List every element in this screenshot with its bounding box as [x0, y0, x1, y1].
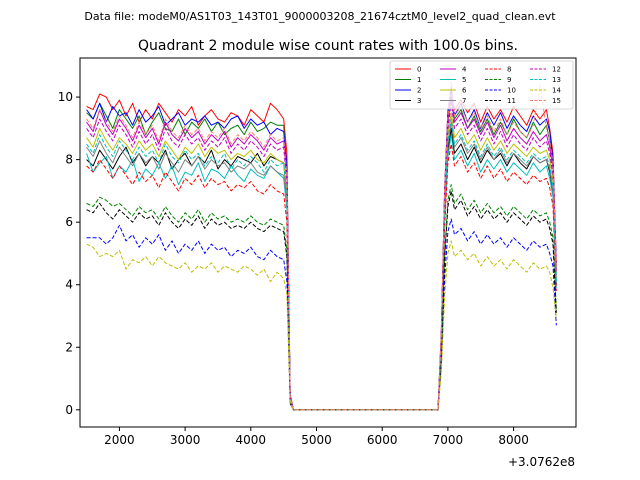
x-tick-label: 8000 — [498, 433, 529, 447]
x-tick-label: 5000 — [301, 433, 332, 447]
series-line-14 — [86, 240, 557, 411]
legend-label-0: 0 — [417, 66, 421, 74]
x-tick-label: 4000 — [236, 433, 267, 447]
x-tick-label: 7000 — [433, 433, 464, 447]
x-tick-label: 6000 — [367, 433, 398, 447]
plot-lines — [86, 81, 557, 411]
legend-label-15: 15 — [552, 97, 561, 105]
legend-label-13: 13 — [552, 76, 561, 84]
x-tick-label: 2000 — [104, 433, 135, 447]
series-line-15 — [86, 81, 557, 411]
legend-label-12: 12 — [552, 66, 561, 74]
series-line-9 — [86, 184, 557, 411]
legend-label-1: 1 — [417, 76, 421, 84]
legend-label-9: 9 — [507, 76, 511, 84]
y-tick-label: 8 — [65, 153, 73, 167]
y-tick-label: 10 — [58, 90, 73, 104]
series-line-12 — [86, 102, 557, 411]
legend-label-11: 11 — [507, 97, 516, 105]
series-line-13 — [86, 118, 557, 411]
y-tick-label: 4 — [65, 278, 73, 292]
y-tick-label: 0 — [65, 403, 73, 417]
legend-label-6: 6 — [462, 87, 467, 95]
legend-label-7: 7 — [462, 97, 466, 105]
y-tick-label: 6 — [65, 215, 73, 229]
legend-label-4: 4 — [462, 66, 467, 74]
chart-title: Quadrant 2 module wise count rates with … — [138, 38, 518, 54]
legend-label-5: 5 — [462, 76, 466, 84]
legend-label-10: 10 — [507, 87, 516, 95]
legend-label-14: 14 — [552, 87, 561, 95]
legend-box — [389, 60, 574, 110]
x-axis-offset-label: +3.0762e8 — [508, 455, 575, 469]
legend-label-2: 2 — [417, 87, 421, 95]
y-tick-label: 2 — [65, 340, 73, 354]
plot-frame — [79, 57, 577, 428]
legend-label-3: 3 — [417, 97, 421, 105]
x-tick-label: 3000 — [170, 433, 201, 447]
legend-label-8: 8 — [507, 66, 511, 74]
figure-suptitle: Data file: modeM0/AS1T03_143T01_90000032… — [84, 10, 556, 23]
